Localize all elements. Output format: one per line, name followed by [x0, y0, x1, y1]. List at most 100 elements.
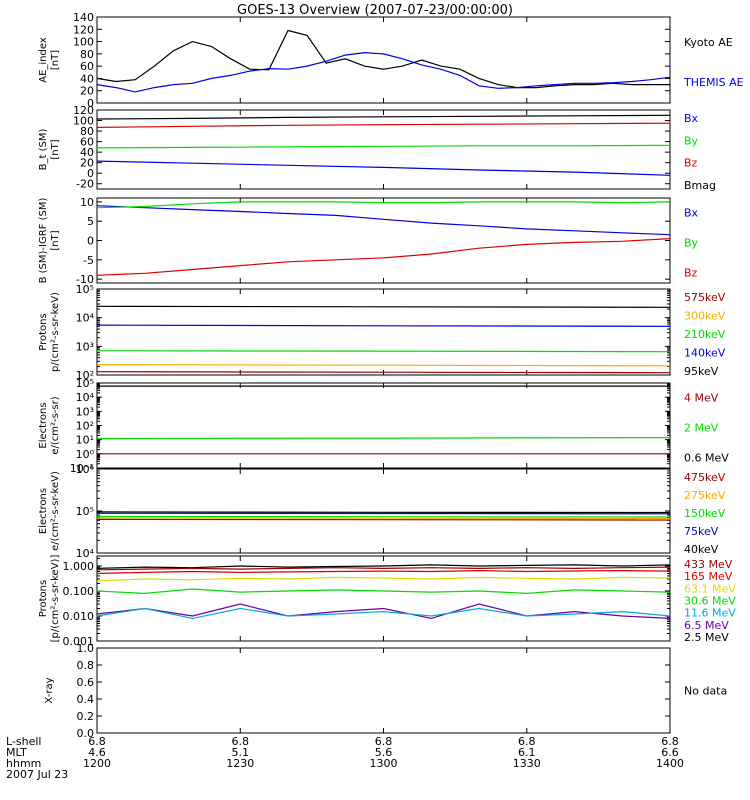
legend-entry: No data: [684, 685, 727, 698]
y-axis-label: [p/(cm²-s-sr-keV)]: [50, 555, 61, 643]
series-11-6-mev: [96, 607, 671, 620]
series-30-6-mev: [96, 588, 671, 595]
legend-entry: 150keV: [684, 507, 726, 520]
x-row-label: MLT: [6, 746, 27, 759]
series-6-5-mev: [96, 603, 671, 620]
panel-frame: [96, 382, 671, 469]
y-tick-label: 0.6: [77, 676, 95, 689]
legend-entry: THEMIS AE: [683, 76, 744, 89]
y-tick-label: 0: [87, 97, 94, 110]
y-axis-label: Electrons: [38, 402, 49, 448]
y-axis-label: p/(cm²-s-sr-keV): [50, 292, 61, 372]
y-axis-label: [nT]: [50, 230, 61, 250]
series-kyoto-ae: [96, 29, 670, 89]
legend-entry: 210keV: [684, 328, 726, 341]
y-tick-label: 100: [73, 115, 94, 128]
panel-3: -10 -5 0 5 10 B (SM)-IGRF (SM) [nT] Bx By Bz: [38, 196, 699, 286]
x-row-label: 2007 Jul 23: [6, 768, 68, 781]
legend-entry: 4 MeV: [684, 392, 719, 405]
y-axis-label: [nT]: [50, 139, 61, 159]
y-axis-label: AE_index: [38, 37, 49, 83]
y-tick-label: 0: [87, 167, 94, 180]
y-tick-label: 5: [87, 215, 94, 228]
series-140kev: [96, 324, 671, 327]
series-210kev: [96, 350, 671, 353]
y-tick-label: 10⁰: [76, 448, 95, 461]
y-tick-label: 1.000: [63, 560, 95, 573]
y-tick-label: 10²: [76, 420, 94, 433]
y-tick-label: 0.100: [63, 585, 95, 598]
series-bx: [96, 205, 671, 236]
x-tick-label-mlt: 6.1: [518, 746, 536, 759]
series-40kev: [96, 511, 671, 514]
y-axis-label: Protons: [38, 580, 49, 617]
panel-4: 10² 10³ 10⁴ 10⁵ Protons p/(cm²-s-sr-keV) 575ke…: [38, 283, 726, 382]
y-tick-label: 10⁴: [76, 312, 95, 325]
x-tick-label-lshell: 6.8: [232, 735, 250, 748]
panel-frame: [96, 647, 671, 734]
y-tick-label: 120: [73, 104, 94, 117]
panel-frame: [96, 16, 671, 104]
legend-entry: 575keV: [684, 291, 726, 304]
y-axis-label: B_t (SM): [38, 129, 49, 171]
panel-frame: [96, 468, 671, 554]
y-tick-label: 60: [80, 60, 94, 73]
series-75kev: [96, 512, 671, 515]
series-275kev: [96, 517, 671, 520]
series-300kev: [96, 364, 671, 367]
x-tick-label-mlt: 5.6: [375, 746, 393, 759]
x-row-label: L-shell: [6, 735, 42, 748]
y-tick-label: 1.0: [77, 642, 95, 655]
y-tick-label: 0.2: [77, 710, 95, 723]
y-tick-label: 10⁴: [76, 547, 95, 560]
y-axis-label: e/(cm²-s-sr): [50, 396, 61, 454]
legend-entry: 300keV: [684, 310, 726, 323]
legend-entry: 40keV: [684, 543, 719, 556]
y-tick-label: 100: [73, 36, 94, 49]
y-tick-label: 40: [80, 72, 94, 85]
series-bz: [96, 238, 671, 276]
x-tick-label-lshell: 6.8: [518, 735, 536, 748]
y-tick-label: 10⁵: [76, 377, 94, 390]
series-by: [96, 201, 671, 209]
y-tick-label: -10: [76, 273, 94, 286]
series-433-mev: [96, 566, 671, 571]
legend-entry: Bmag: [684, 179, 716, 192]
y-axis-label: Electrons: [38, 488, 49, 534]
y-tick-label: 0.4: [77, 693, 95, 706]
x-tick-label-mlt: 4.6: [88, 746, 106, 759]
y-tick-label: 120: [73, 23, 94, 36]
series-63-1-mev: [96, 576, 671, 582]
x-tick-label-lshell: 6.8: [661, 735, 679, 748]
legend-entry: 6.5 MeV: [684, 619, 729, 632]
series-575kev: [96, 371, 671, 374]
x-tick-label-hhmm: 1330: [513, 757, 541, 770]
y-tick-label: 80: [80, 48, 94, 61]
series-2-5-mev: [96, 564, 671, 569]
y-tick-label: 10³: [76, 340, 94, 353]
series-95kev: [96, 305, 671, 308]
x-tick-label-hhmm: 1400: [656, 757, 684, 770]
y-tick-label: -5: [83, 254, 94, 267]
series-475kev: [96, 518, 671, 521]
y-tick-label: 40: [80, 146, 94, 159]
y-tick-label: 80: [80, 125, 94, 138]
x-tick-label-hhmm: 1230: [226, 757, 254, 770]
y-tick-label: 20: [80, 157, 94, 170]
y-tick-label: 10⁵: [76, 283, 94, 296]
legend-entry: Bz: [684, 157, 698, 170]
legend-entry: Bx: [684, 207, 699, 220]
x-row-label: hhmm: [6, 757, 41, 770]
legend-entry: 475keV: [684, 471, 726, 484]
y-axis-label: e/(cm²-s-sr-keV): [50, 471, 61, 551]
series-bz: [96, 122, 671, 128]
legend-entry: By: [684, 134, 699, 147]
figure-title: GOES-13 Overview (2007-07-23/00:00:00): [237, 3, 513, 18]
y-tick-label: 10¹: [76, 434, 94, 447]
